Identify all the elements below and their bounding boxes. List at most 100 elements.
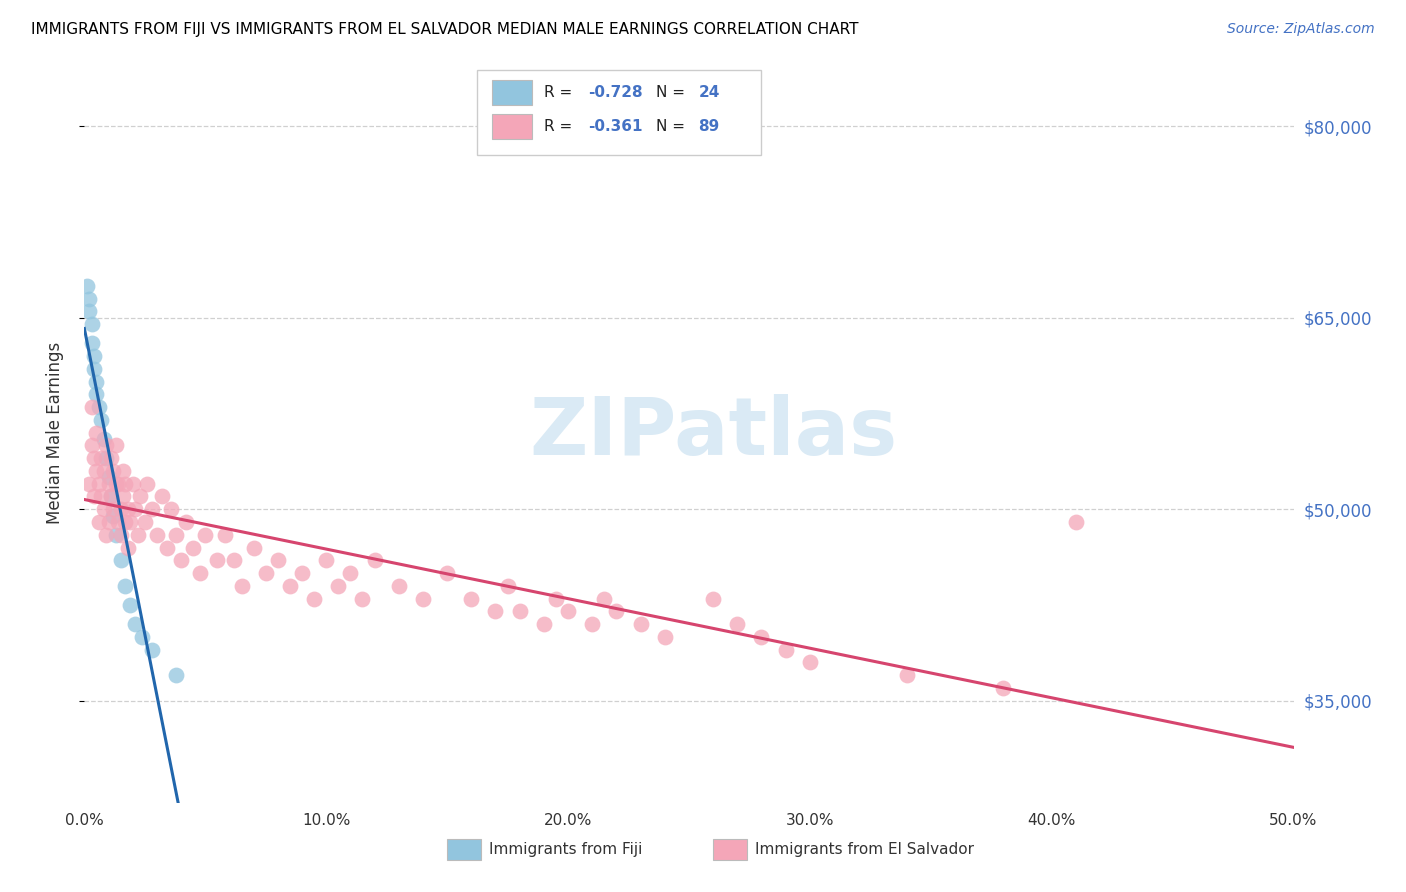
Point	[605, 604, 627, 618]
Point	[100, 490, 122, 504]
Point	[146, 527, 169, 541]
Point	[557, 604, 579, 618]
Point	[544, 591, 567, 606]
Point	[94, 451, 117, 466]
Text: 24: 24	[699, 85, 720, 100]
Point	[80, 317, 103, 331]
Point	[97, 515, 120, 529]
Point	[124, 617, 146, 632]
Point	[291, 566, 314, 580]
Point	[124, 502, 146, 516]
Point	[83, 349, 105, 363]
Point	[141, 502, 163, 516]
Point	[254, 566, 277, 580]
Point	[93, 502, 115, 516]
Point	[702, 591, 724, 606]
Point	[103, 502, 125, 516]
Point	[242, 541, 264, 555]
Point	[83, 490, 105, 504]
Point	[533, 617, 555, 632]
Point	[107, 515, 129, 529]
FancyBboxPatch shape	[478, 70, 762, 155]
Point	[104, 527, 127, 541]
Point	[103, 508, 125, 523]
Point	[129, 490, 152, 504]
Point	[155, 541, 177, 555]
Point	[339, 566, 361, 580]
Point	[107, 476, 129, 491]
Point	[97, 470, 120, 484]
Point	[278, 579, 301, 593]
Point	[775, 642, 797, 657]
Point	[436, 566, 458, 580]
FancyBboxPatch shape	[447, 839, 481, 860]
Point	[190, 566, 212, 580]
Point	[120, 598, 142, 612]
Point	[315, 553, 337, 567]
Point	[104, 438, 127, 452]
Point	[194, 527, 217, 541]
Text: ZIPatlas: ZIPatlas	[529, 393, 897, 472]
Point	[496, 579, 519, 593]
Point	[593, 591, 616, 606]
Point	[94, 438, 117, 452]
Point	[77, 292, 100, 306]
Point	[654, 630, 676, 644]
Point	[388, 579, 411, 593]
Point	[117, 502, 139, 516]
Point	[94, 527, 117, 541]
FancyBboxPatch shape	[492, 114, 531, 138]
Text: R =: R =	[544, 119, 576, 134]
FancyBboxPatch shape	[492, 80, 531, 104]
Point	[90, 490, 112, 504]
Point	[207, 553, 229, 567]
Text: -0.361: -0.361	[589, 119, 643, 134]
Point	[83, 451, 105, 466]
Point	[112, 464, 135, 478]
Point	[993, 681, 1015, 695]
Text: 89: 89	[699, 119, 720, 134]
Point	[630, 617, 652, 632]
Point	[90, 451, 112, 466]
Text: Immigrants from El Salvador: Immigrants from El Salvador	[755, 842, 974, 857]
Point	[87, 515, 110, 529]
Point	[509, 604, 531, 618]
Y-axis label: Median Male Earnings: Median Male Earnings	[45, 342, 63, 524]
Point	[141, 642, 163, 657]
Point	[114, 515, 136, 529]
Point	[77, 476, 100, 491]
Point	[87, 476, 110, 491]
Text: IMMIGRANTS FROM FIJI VS IMMIGRANTS FROM EL SALVADOR MEDIAN MALE EARNINGS CORRELA: IMMIGRANTS FROM FIJI VS IMMIGRANTS FROM …	[31, 22, 859, 37]
Point	[896, 668, 918, 682]
Point	[90, 413, 112, 427]
Point	[110, 553, 132, 567]
Point	[86, 387, 108, 401]
Text: Source: ZipAtlas.com: Source: ZipAtlas.com	[1227, 22, 1375, 37]
Text: -0.728: -0.728	[589, 85, 643, 100]
Point	[112, 490, 135, 504]
Text: R =: R =	[544, 85, 576, 100]
Point	[86, 464, 108, 478]
Point	[214, 527, 236, 541]
Point	[77, 304, 100, 318]
Point	[86, 375, 108, 389]
Point	[93, 432, 115, 446]
Point	[581, 617, 603, 632]
Point	[100, 490, 122, 504]
Point	[725, 617, 748, 632]
Point	[751, 630, 773, 644]
Point	[181, 541, 204, 555]
Point	[103, 464, 125, 478]
Point	[114, 476, 136, 491]
Point	[231, 579, 253, 593]
Point	[76, 278, 98, 293]
Point	[80, 400, 103, 414]
Point	[363, 553, 385, 567]
Point	[160, 502, 183, 516]
Point	[83, 361, 105, 376]
FancyBboxPatch shape	[713, 839, 747, 860]
Point	[799, 656, 821, 670]
Point	[87, 400, 110, 414]
Point	[131, 630, 153, 644]
Point	[110, 527, 132, 541]
